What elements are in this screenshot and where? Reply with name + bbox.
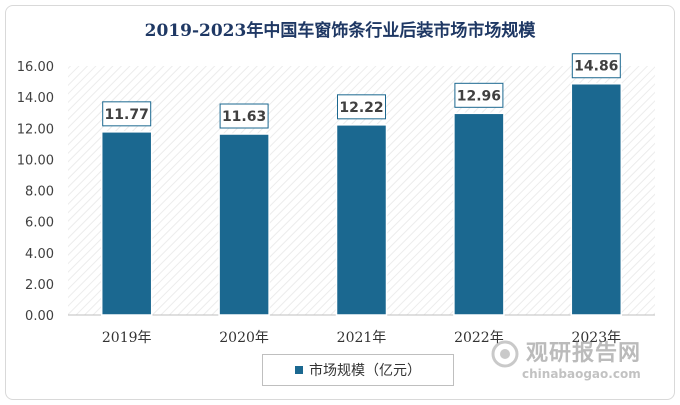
x-tick-label: 2020年 [219,330,269,346]
y-tick-label: 4.00 [25,247,54,262]
y-tick-label: 8.00 [25,185,54,200]
data-label: 12.96 [457,88,501,104]
bar [453,112,505,316]
watermark-text: 观研报告网 [526,341,642,366]
data-label-box [219,103,269,129]
y-tick-label: 16.00 [17,60,54,75]
x-tick-label: 2019年 [102,330,152,346]
data-label-box [454,82,504,108]
data-label-box [337,94,386,120]
y-tick-label: 2.00 [25,278,54,293]
y-tick-label: 6.00 [25,216,54,231]
y-tick-label: 14.00 [17,91,54,106]
x-tick-label: 2022年 [454,330,504,346]
chart-title: 2019-2023年中国车窗饰条行业后装市场市场规模 [144,21,536,41]
legend-swatch [295,366,303,374]
data-label: 14.86 [574,59,618,75]
data-label-box [571,53,621,79]
watermark-logo-icon [491,340,519,368]
x-tick-label: 2023年 [571,330,621,346]
bar [570,82,623,316]
bar [335,124,388,316]
y-tick-label: 0.00 [25,309,54,324]
data-label: 11.77 [105,107,149,123]
legend: 市场规模（亿元） [262,354,454,386]
watermark: 观研报告网 chinabaogao.com [490,333,650,387]
y-tick-label: 10.00 [17,153,54,168]
y-tick-label: 12.00 [17,122,54,137]
watermark-url: chinabaogao.com [522,367,641,381]
legend-label: 市场规模（亿元） [309,363,421,379]
bar [218,133,270,316]
data-label: 12.22 [339,100,383,116]
bar [100,131,153,316]
data-label: 11.63 [222,109,266,125]
data-label-box [102,101,152,127]
x-tick-label: 2021年 [337,330,387,346]
